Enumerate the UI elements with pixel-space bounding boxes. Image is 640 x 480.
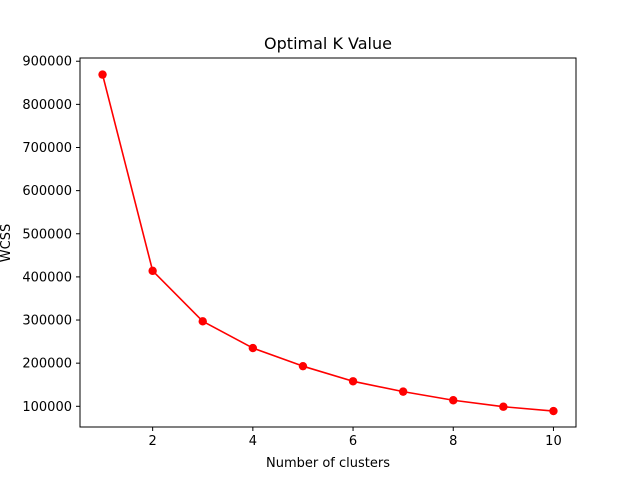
data-point <box>248 343 258 353</box>
data-point <box>198 317 207 326</box>
data-point <box>298 361 308 371</box>
data-point <box>348 377 358 386</box>
y-axis-title: WCSS <box>0 224 14 262</box>
x-tick-label: 6 <box>349 434 357 449</box>
data-point <box>398 387 408 396</box>
data-point <box>549 406 558 416</box>
series-line <box>101 74 554 412</box>
x-tick-label: 4 <box>249 434 257 449</box>
y-tick-label: 200000 <box>22 357 72 372</box>
y-tick-label: 700000 <box>22 141 72 156</box>
data-point <box>499 402 508 411</box>
y-tick-label: 800000 <box>22 98 72 113</box>
y-tick-label: 400000 <box>22 270 72 285</box>
chart-title: Optimal K Value <box>264 34 392 53</box>
y-tick-label: 500000 <box>22 227 72 242</box>
y-tick-label: 100000 <box>22 400 72 415</box>
y-tick-label: 900000 <box>22 55 72 70</box>
x-tick-label: 8 <box>449 434 457 449</box>
plot-area-frame <box>79 57 577 428</box>
ticks-layer: 2 4 6 8 10 100000 200000 300000 400000 500000 6000… <box>22 55 561 449</box>
data-point <box>449 396 458 405</box>
data-point <box>148 266 157 276</box>
x-tick-label: 10 <box>545 434 562 449</box>
data-point <box>98 70 107 79</box>
y-tick-label: 300000 <box>22 314 72 329</box>
x-tick-label: 2 <box>149 434 157 449</box>
series-layer <box>98 70 558 416</box>
y-tick-label: 600000 <box>22 184 72 199</box>
x-axis-title: Number of clusters <box>266 456 390 471</box>
